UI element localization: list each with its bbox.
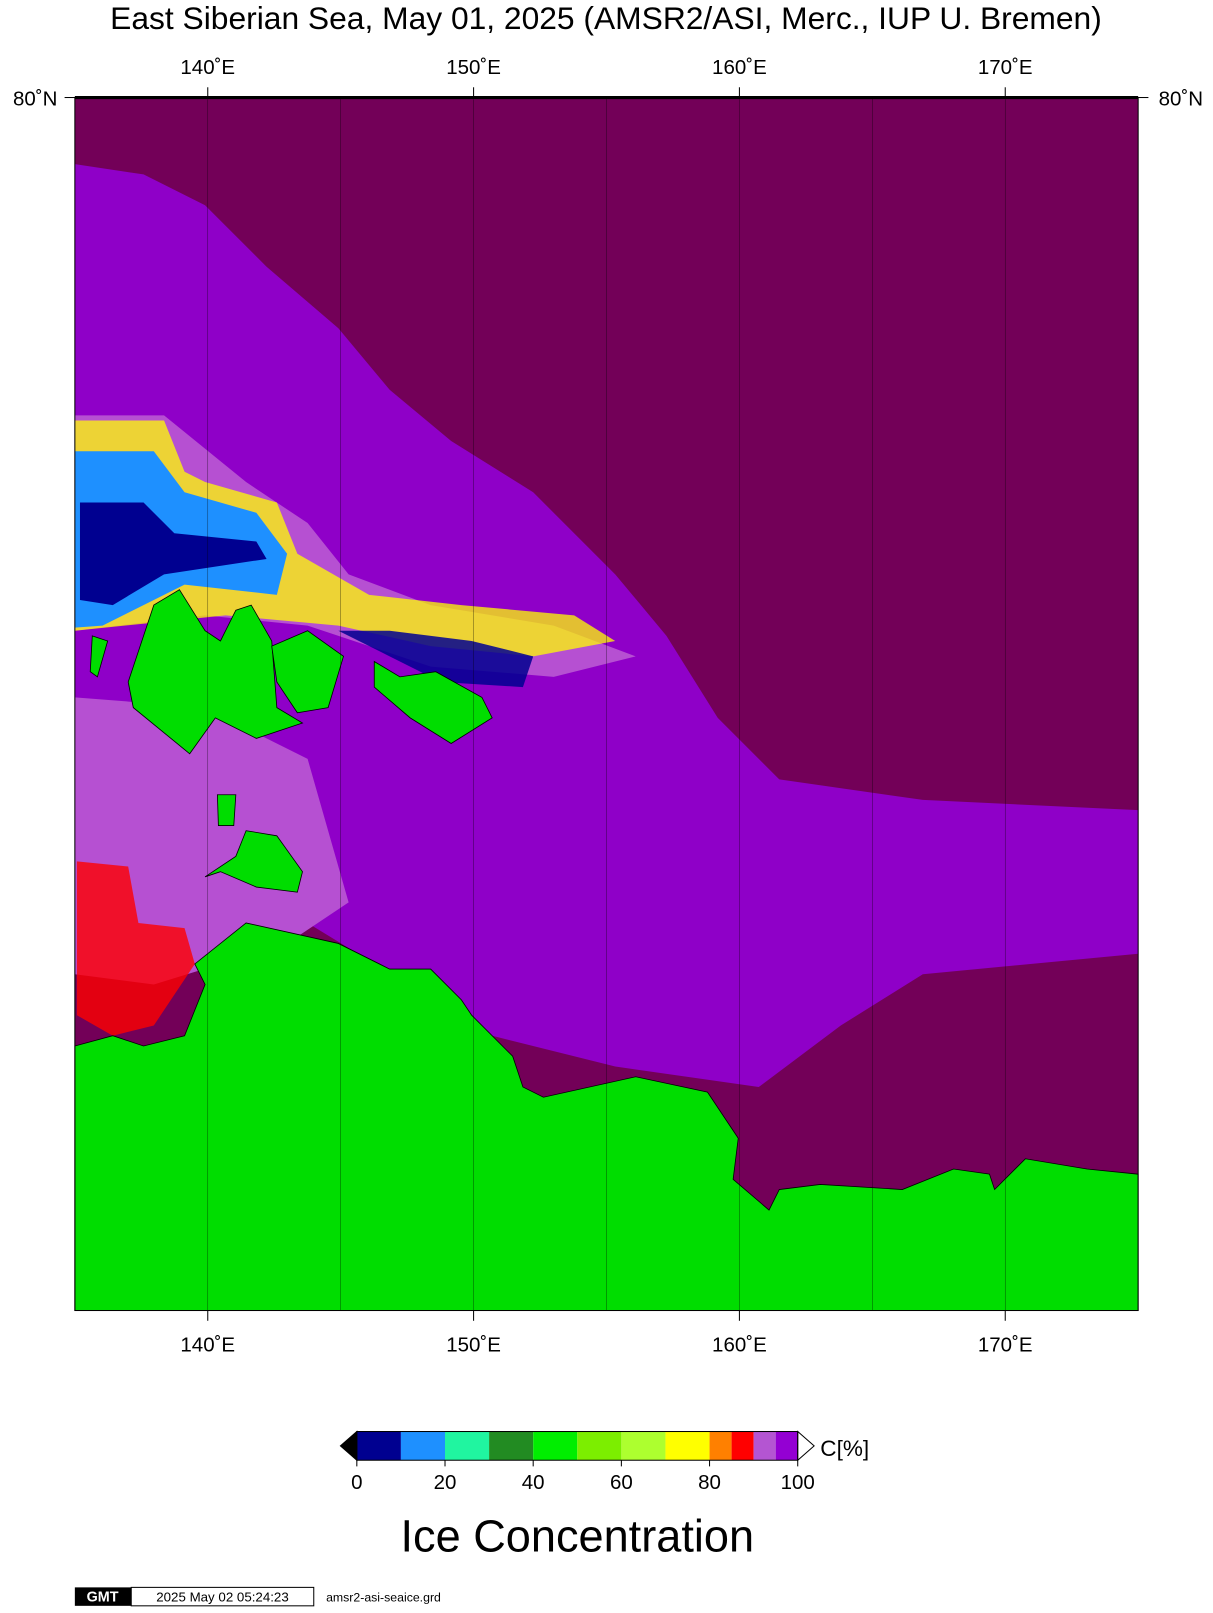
colorbar-tick-label: 40 <box>522 1471 545 1494</box>
colorbar-segment <box>709 1431 732 1461</box>
colorbar-tick-label: 20 <box>434 1471 457 1494</box>
ice-region <box>76 861 195 1036</box>
colorbar-segment <box>753 1431 776 1461</box>
ice-region <box>79 502 267 606</box>
colorbar-above <box>797 1430 815 1462</box>
ice-region <box>74 697 349 985</box>
title: East Siberian Sea, May 01, 2025 (AMSR2/A… <box>110 0 1102 36</box>
colorbar-segment <box>445 1431 490 1461</box>
timestamp-box <box>130 1586 315 1607</box>
x-tick-label: 150˚E <box>446 1334 501 1357</box>
island <box>127 589 304 755</box>
colorbar-label: C[%] <box>820 1436 869 1461</box>
colorbar-segment <box>489 1431 534 1461</box>
timestamp: 2025 May 02 05:24:23 <box>156 1590 288 1605</box>
x-tick-label: 140˚E <box>180 1334 235 1357</box>
ice-region <box>74 420 616 657</box>
x-tick-label: 170˚E <box>978 56 1033 79</box>
map <box>64 87 1149 1321</box>
y-tick-label: 80˚N <box>13 88 57 111</box>
island <box>89 635 109 678</box>
x-tick-label: 170˚E <box>978 1334 1033 1357</box>
island <box>216 794 237 826</box>
colorbar-segment <box>533 1431 578 1461</box>
colorbar-segment <box>577 1431 622 1461</box>
colorbar-tick-label: 0 <box>351 1471 362 1494</box>
y-tick-label: 80˚N <box>1159 88 1203 111</box>
colorbar-frame <box>356 1431 799 1461</box>
x-tick-label: 140˚E <box>180 56 235 79</box>
colorbar-segment <box>731 1431 754 1461</box>
colorbar-tick-label: 60 <box>610 1471 633 1494</box>
colorbar: 0 20 40 60 80 100 <box>339 1430 815 1494</box>
island <box>204 830 303 893</box>
logo: GMT <box>87 1590 119 1606</box>
colorbar-tick-label: 100 <box>781 1471 815 1494</box>
colorbar-segment <box>775 1431 798 1461</box>
island <box>373 660 493 744</box>
colorbar-below <box>339 1430 358 1462</box>
colorbar-segment <box>400 1431 446 1461</box>
colorbar-title: Ice Concentration <box>400 1510 754 1561</box>
x-tick-label: 150˚E <box>446 56 501 79</box>
colorbar-segment <box>356 1431 401 1461</box>
ice-region <box>338 630 534 688</box>
x-tick-label: 160˚E <box>712 56 767 79</box>
file-name: amsr2-asi-seaice.grd <box>326 1591 441 1605</box>
logo-box <box>74 1587 132 1606</box>
colorbar-segment <box>665 1431 710 1461</box>
x-tick-label: 160˚E <box>712 1334 767 1357</box>
island <box>271 630 344 714</box>
colorbar-tick-label: 80 <box>698 1471 721 1494</box>
colorbar-segment <box>621 1431 666 1461</box>
